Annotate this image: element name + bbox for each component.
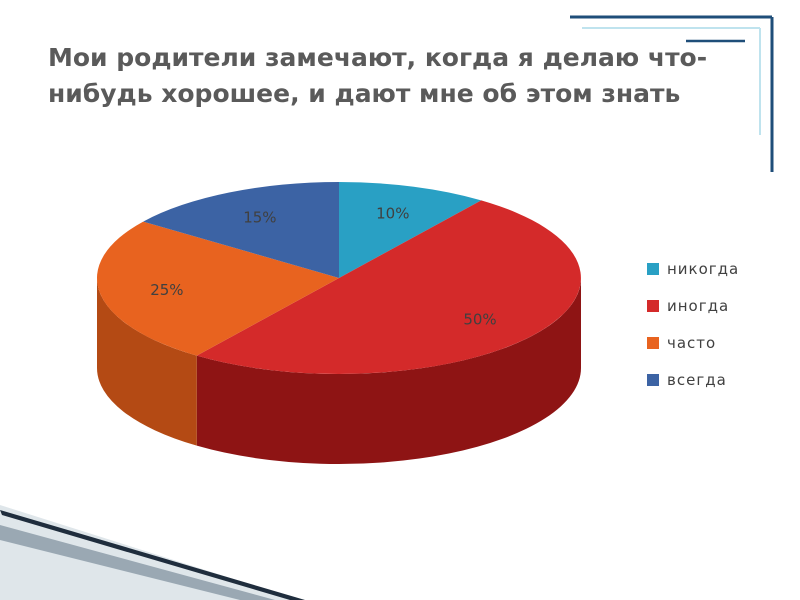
- legend-swatch-всегда: [647, 374, 659, 386]
- legend-label-никогда: никогда: [667, 260, 739, 278]
- swoosh-dark: [0, 510, 305, 600]
- swoosh-mid: [0, 525, 275, 600]
- pie-side-часто: [97, 278, 197, 446]
- data-label-никогда: 10%: [376, 204, 409, 222]
- pie-sides: [97, 278, 581, 464]
- pie-slice-всегда: [143, 182, 339, 278]
- pie-side-иногда: [196, 278, 581, 464]
- data-label-всегда: 15%: [243, 208, 276, 226]
- pie-labels: 10% 50% 25% 15%: [150, 204, 496, 328]
- pie-slice-часто: [97, 221, 340, 356]
- legend-label-часто: часто: [667, 334, 716, 352]
- pie-tops: [97, 182, 581, 374]
- legend-swatch-иногда: [647, 300, 659, 312]
- legend-label-иногда: иногда: [667, 297, 729, 315]
- legend-swatch-часто: [647, 337, 659, 349]
- data-label-часто: 25%: [150, 281, 183, 299]
- pie-slice-никогда: [339, 182, 482, 278]
- slide-title: Мои родители замечают, когда я делаю что…: [48, 43, 708, 108]
- swoosh-light: [0, 505, 300, 600]
- pie-slice-иногда: [196, 200, 581, 374]
- chart-legend: никогда иногда часто всегда: [647, 260, 739, 389]
- data-label-иногда: 50%: [463, 311, 496, 329]
- legend-swatch-никогда: [647, 263, 659, 275]
- legend-label-всегда: всегда: [667, 371, 727, 389]
